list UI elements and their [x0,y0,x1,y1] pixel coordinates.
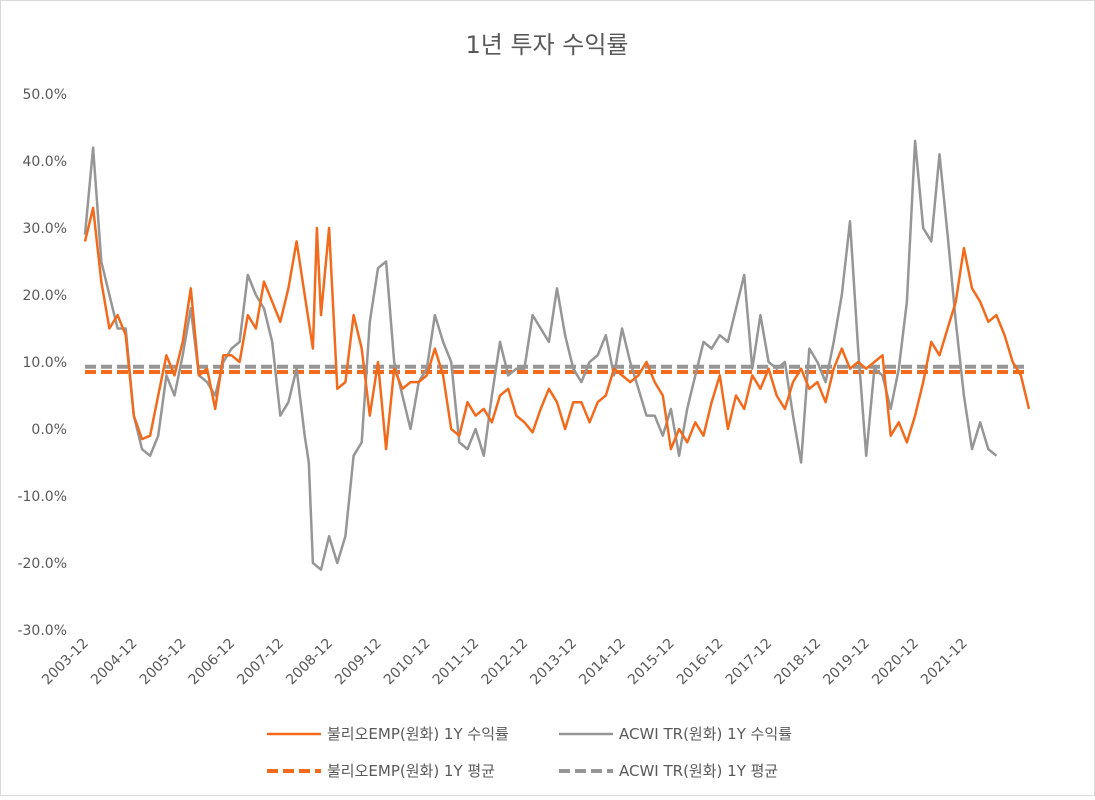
x-tick-label: 2003-12 [39,636,92,689]
legend-entry: 불리오EMP(원화) 1Y 수익률 [327,725,509,743]
plot-area [83,139,1031,571]
x-tick-label: 2019-12 [820,636,873,689]
x-tick-label: 2013-12 [527,636,580,689]
legend-entry: 불리오EMP(원화) 1Y 평균 [327,762,495,780]
x-tick-label: 2021-12 [918,636,971,689]
y-tick-label: -30.0% [17,623,67,639]
y-tick-label: 30.0% [23,221,67,237]
x-tick-label: 2011-12 [430,636,483,689]
x-tick-label: 2009-12 [332,636,385,689]
legend-entry: ACWI TR(원화) 1Y 수익률 [619,725,792,743]
x-tick-label: 2020-12 [869,636,922,689]
y-tick-label: 10.0% [23,355,67,371]
x-tick-label: 2017-12 [723,636,776,689]
x-tick-label: 2008-12 [283,636,336,689]
y-tick-label: -20.0% [17,556,67,572]
x-tick-label: 2014-12 [576,636,629,689]
x-tick-label: 2007-12 [234,636,287,689]
legend-entry: ACWI TR(원화) 1Y 평균 [619,762,778,780]
x-tick-label: 2005-12 [137,636,190,689]
series-line-acwi [83,139,998,571]
chart-title: 1년 투자 수익률 [465,31,628,59]
x-tick-label: 2010-12 [381,636,434,689]
y-tick-label: 20.0% [23,288,67,304]
x-tick-label: 2006-12 [186,636,239,689]
x-tick-label: 2018-12 [772,636,825,689]
x-tick-label: 2012-12 [479,636,532,689]
series-line-emp [83,206,1031,451]
legend: 불리오EMP(원화) 1Y 수익률 ACWI TR(원화) 1Y 수익률불리오EM… [267,725,792,780]
y-tick-label: 50.0% [23,87,67,103]
y-tick-label: -10.0% [17,489,67,505]
x-tick-label: 2004-12 [88,636,141,689]
y-tick-label: 40.0% [23,154,67,170]
y-axis: 50.0% 40.0% 30.0% 20.0% 10.0% 0.0% -10.0% -20.0… [17,87,67,639]
y-tick-label: 0.0% [31,422,67,438]
x-tick-label: 2015-12 [625,636,678,689]
x-axis: 2003-122004-122005-122006-122007-122008-… [39,636,971,689]
x-tick-label: 2016-12 [674,636,727,689]
